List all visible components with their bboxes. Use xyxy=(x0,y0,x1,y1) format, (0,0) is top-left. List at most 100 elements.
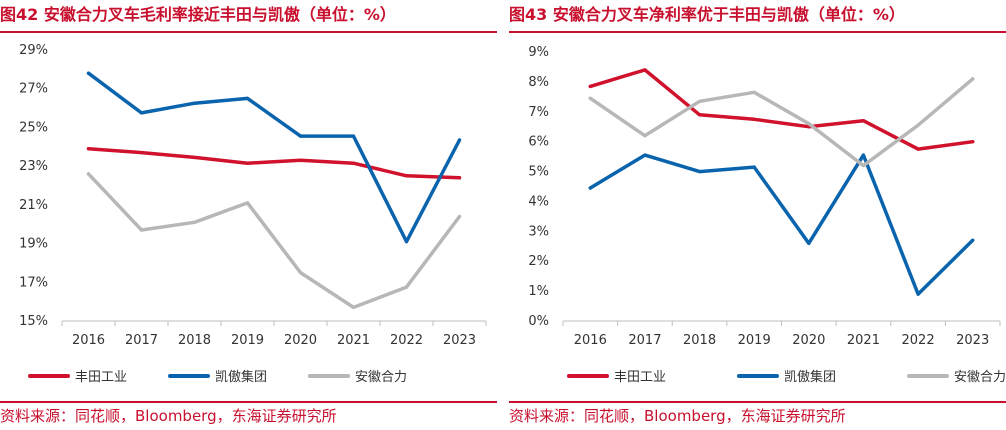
data-point xyxy=(457,138,462,142)
y-tick-label: 21% xyxy=(19,198,48,213)
legend-label: 丰田工业 xyxy=(75,370,127,385)
legend-label: 凯傲集团 xyxy=(784,369,836,385)
data-point xyxy=(351,161,356,165)
data-point xyxy=(245,96,250,100)
left-chart-panel: 图42 安徽合力叉车毛利率接近丰田与凯傲（单位：%） 15% 17% 19% 21% 2… xyxy=(0,0,497,430)
data-point xyxy=(86,71,91,75)
x-tick-label: 2018 xyxy=(178,333,211,348)
data-point xyxy=(192,220,197,224)
y-tick-label: 23% xyxy=(19,159,48,174)
data-point xyxy=(916,147,920,151)
data-point xyxy=(971,77,975,81)
data-point xyxy=(807,241,811,245)
y-tick-label: 19% xyxy=(19,237,48,252)
x-tick-label: 2017 xyxy=(628,333,661,348)
data-point xyxy=(588,84,592,88)
data-point xyxy=(916,123,920,127)
x-tick-label: 2016 xyxy=(574,333,607,348)
data-point xyxy=(457,214,462,219)
data-point xyxy=(971,140,975,144)
data-point xyxy=(404,285,409,289)
data-point xyxy=(139,228,144,232)
y-tick-label: 8% xyxy=(528,75,549,90)
data-point xyxy=(457,176,462,180)
data-point xyxy=(404,174,409,178)
data-point xyxy=(86,147,91,151)
x-tick-label: 2021 xyxy=(847,333,880,348)
data-point xyxy=(404,240,409,244)
x-tick-label: 2016 xyxy=(72,333,105,348)
x-tick-label: 2022 xyxy=(390,333,423,348)
series-line-1 xyxy=(86,146,462,180)
y-tick-label: 29% xyxy=(19,43,48,58)
x-tick-label: 2022 xyxy=(902,333,935,348)
data-point xyxy=(192,155,197,160)
y-tick-label: 0% xyxy=(528,314,549,329)
data-point xyxy=(861,163,866,168)
data-point xyxy=(697,99,702,103)
y-tick-label: 17% xyxy=(19,275,48,290)
data-point xyxy=(351,305,356,310)
legend-label: 安徽合力 xyxy=(954,370,1006,385)
y-tick-label: 2% xyxy=(528,254,549,269)
gross-margin-chart: 15% 17% 19% 21% 23% 25% 27% 29% 2016 2017 2018 2019… xyxy=(19,43,487,385)
data-point xyxy=(245,161,250,165)
series-line-3 xyxy=(86,172,462,310)
data-point xyxy=(807,122,811,126)
series-line-2 xyxy=(86,71,462,244)
data-point xyxy=(298,271,303,275)
y-tick-label: 7% xyxy=(528,105,549,120)
net-margin-chart: 0% 1% 2% 3% 4% 5% 6% 7% 8% 9% 2016 2017 2018 2019 2020… xyxy=(528,45,1006,385)
data-point xyxy=(245,201,250,205)
series-line-3 xyxy=(588,77,975,168)
data-point xyxy=(643,134,647,138)
x-tick-label: 2023 xyxy=(443,333,476,348)
y-tick-label: 9% xyxy=(528,45,549,60)
chart-title: 图43 安徽合力叉车净利率优于丰田与凯傲（单位：%） xyxy=(509,5,905,24)
chart-title: 图42 安徽合力叉车毛利率接近丰田与凯傲（单位：%） xyxy=(0,5,396,24)
data-point xyxy=(916,292,920,296)
data-point xyxy=(697,113,702,117)
x-tick-label: 2018 xyxy=(683,333,716,348)
title-divider xyxy=(0,31,497,33)
legend-label: 丰田工业 xyxy=(614,370,666,385)
data-point xyxy=(139,150,144,155)
legend-label: 安徽合力 xyxy=(355,370,407,385)
right-chart-panel: 图43 安徽合力叉车净利率优于丰田与凯傲（单位：%） 0% 1% 2% 3% 4% 5% 6… xyxy=(509,0,1006,430)
data-point xyxy=(86,172,91,176)
y-tick-label: 4% xyxy=(528,194,549,209)
y-tick-label: 5% xyxy=(528,165,549,180)
data-point xyxy=(139,111,144,115)
data-point xyxy=(861,119,866,123)
data-point xyxy=(861,153,866,157)
data-point xyxy=(752,90,756,94)
source-divider xyxy=(509,401,1006,403)
x-tick-label: 2021 xyxy=(337,333,370,348)
data-point xyxy=(298,158,303,162)
y-tick-label: 15% xyxy=(19,314,48,329)
source-note: 资料来源：同花顺，Bloomberg，东海证券研究所 xyxy=(509,407,846,425)
data-point xyxy=(351,134,356,138)
source-note: 资料来源：同花顺，Bloomberg，东海证券研究所 xyxy=(0,407,337,425)
x-tick-label: 2020 xyxy=(792,333,825,348)
data-point xyxy=(298,134,303,138)
data-point xyxy=(588,186,592,190)
data-point xyxy=(643,68,647,72)
data-point xyxy=(971,238,975,242)
data-point xyxy=(697,169,702,174)
y-tick-label: 1% xyxy=(528,284,549,299)
y-tick-label: 27% xyxy=(19,82,48,97)
x-tick-label: 2019 xyxy=(231,333,264,348)
series-line-2 xyxy=(588,153,975,296)
data-point xyxy=(192,101,197,105)
x-tick-label: 2023 xyxy=(956,333,989,348)
data-point xyxy=(588,96,592,100)
legend-label: 凯傲集团 xyxy=(215,369,267,385)
data-point xyxy=(752,165,756,169)
y-tick-label: 25% xyxy=(19,120,48,135)
x-tick-label: 2019 xyxy=(738,333,771,348)
y-tick-label: 3% xyxy=(528,224,549,239)
source-divider xyxy=(0,401,497,403)
data-point xyxy=(643,153,647,157)
x-tick-label: 2017 xyxy=(125,333,158,348)
